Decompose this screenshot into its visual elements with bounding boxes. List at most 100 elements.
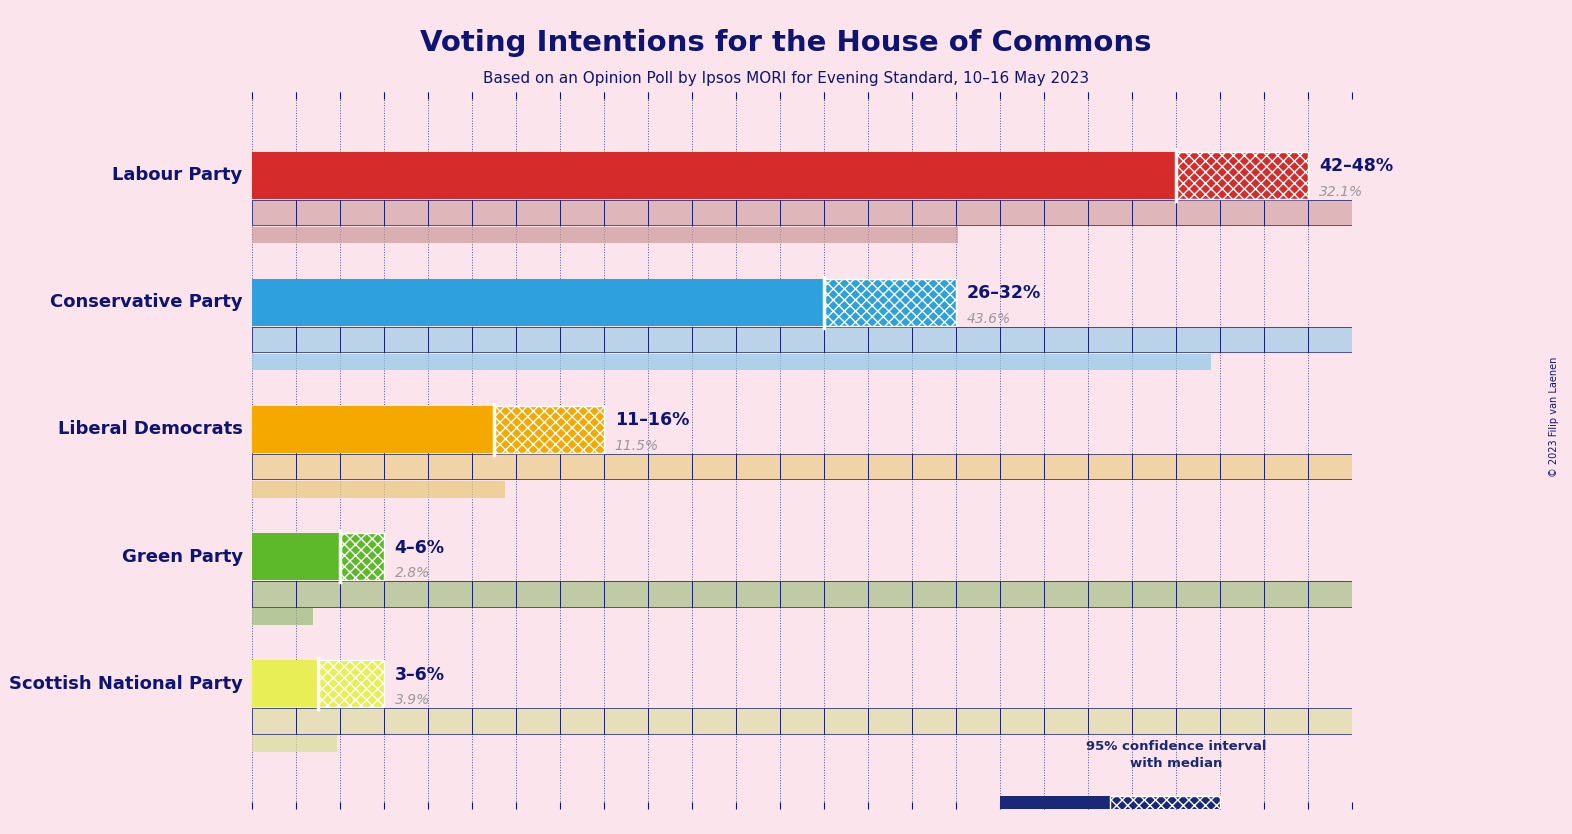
Bar: [296, 708, 340, 734]
Bar: [1044, 581, 1088, 606]
Bar: [252, 354, 1210, 370]
Bar: [384, 327, 428, 352]
Bar: [912, 200, 956, 225]
Bar: [1044, 200, 1088, 225]
Bar: [472, 200, 516, 225]
Text: 32.1%: 32.1%: [1319, 184, 1363, 198]
Bar: [868, 581, 912, 606]
Text: 43.6%: 43.6%: [967, 312, 1011, 326]
Bar: [736, 581, 780, 606]
Text: 2.8%: 2.8%: [395, 566, 429, 580]
Text: Liberal Democrats: Liberal Democrats: [58, 420, 242, 439]
Bar: [604, 327, 648, 352]
Bar: [780, 200, 824, 225]
Bar: [780, 454, 824, 480]
Bar: [516, 327, 560, 352]
Bar: [340, 327, 384, 352]
Bar: [252, 708, 1352, 734]
Bar: [1000, 581, 1044, 606]
Text: © 2023 Filip van Laenen: © 2023 Filip van Laenen: [1550, 357, 1559, 477]
Bar: [1220, 200, 1264, 225]
Bar: [824, 581, 868, 606]
Bar: [472, 708, 516, 734]
Bar: [252, 152, 1176, 198]
Bar: [252, 581, 1352, 606]
Bar: [384, 200, 428, 225]
Bar: [1000, 200, 1044, 225]
Bar: [1176, 152, 1308, 198]
Bar: [692, 327, 736, 352]
Bar: [252, 708, 296, 734]
Bar: [252, 200, 296, 225]
Bar: [1000, 327, 1044, 352]
Bar: [384, 708, 428, 734]
Bar: [648, 327, 692, 352]
Bar: [252, 660, 318, 707]
Bar: [1132, 581, 1176, 606]
Bar: [780, 327, 824, 352]
Text: 3–6%: 3–6%: [395, 666, 445, 684]
Bar: [604, 581, 648, 606]
Bar: [252, 454, 296, 480]
Bar: [296, 581, 340, 606]
Bar: [340, 708, 384, 734]
Bar: [428, 327, 472, 352]
Text: Conservative Party: Conservative Party: [50, 294, 242, 311]
Bar: [1176, 454, 1220, 480]
Bar: [252, 227, 957, 244]
Bar: [428, 454, 472, 480]
Bar: [1000, 708, 1044, 734]
Bar: [560, 200, 604, 225]
Bar: [868, 708, 912, 734]
Bar: [736, 454, 780, 480]
Bar: [516, 708, 560, 734]
Bar: [648, 581, 692, 606]
Bar: [1308, 327, 1352, 352]
Bar: [384, 454, 428, 480]
Bar: [560, 454, 604, 480]
Bar: [868, 200, 912, 225]
Bar: [252, 608, 313, 625]
Bar: [1220, 581, 1264, 606]
Bar: [868, 327, 912, 352]
Bar: [736, 708, 780, 734]
Bar: [1176, 327, 1220, 352]
Bar: [912, 708, 956, 734]
Bar: [252, 533, 340, 580]
Bar: [1308, 581, 1352, 606]
Bar: [516, 581, 560, 606]
Bar: [472, 581, 516, 606]
Bar: [648, 200, 692, 225]
Bar: [428, 708, 472, 734]
Bar: [956, 581, 1000, 606]
Bar: [1264, 581, 1308, 606]
Bar: [1000, 454, 1044, 480]
Bar: [1132, 708, 1176, 734]
Bar: [296, 454, 340, 480]
Bar: [912, 581, 956, 606]
Bar: [1308, 454, 1352, 480]
Bar: [1176, 581, 1220, 606]
Bar: [604, 200, 648, 225]
Bar: [340, 200, 384, 225]
Bar: [252, 736, 338, 751]
Bar: [956, 454, 1000, 480]
Bar: [252, 279, 824, 326]
Bar: [252, 327, 296, 352]
Bar: [1220, 327, 1264, 352]
Bar: [1264, 708, 1308, 734]
Text: Labour Party: Labour Party: [113, 166, 242, 184]
Bar: [1132, 200, 1176, 225]
Bar: [648, 708, 692, 734]
Bar: [824, 327, 868, 352]
Bar: [824, 279, 956, 326]
Bar: [296, 327, 340, 352]
Bar: [1132, 327, 1176, 352]
Bar: [1044, 327, 1088, 352]
Bar: [692, 581, 736, 606]
Bar: [1000, 796, 1110, 826]
Bar: [472, 454, 516, 480]
Bar: [318, 660, 384, 707]
Text: Scottish National Party: Scottish National Party: [9, 675, 242, 693]
Text: 26–32%: 26–32%: [967, 284, 1041, 302]
